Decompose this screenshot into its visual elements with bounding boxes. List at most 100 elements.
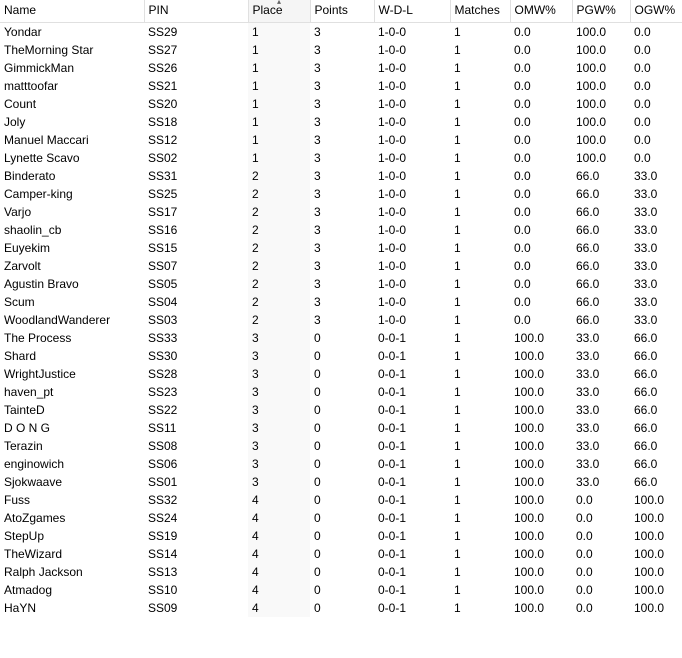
- cell-pin: SS03: [144, 311, 248, 329]
- cell-points: 3: [310, 23, 374, 42]
- cell-pgw: 66.0: [572, 257, 630, 275]
- cell-pgw: 66.0: [572, 239, 630, 257]
- cell-matches: 1: [450, 95, 510, 113]
- cell-wdl: 0-0-1: [374, 419, 450, 437]
- table-row[interactable]: GimmickManSS26131-0-010.0100.00.0: [0, 59, 682, 77]
- table-row[interactable]: BinderatoSS31231-0-010.066.033.0: [0, 167, 682, 185]
- cell-pin: SS29: [144, 23, 248, 42]
- cell-matches: 1: [450, 581, 510, 599]
- table-row[interactable]: YondarSS29131-0-010.0100.00.0: [0, 23, 682, 42]
- cell-pin: SS30: [144, 347, 248, 365]
- table-row[interactable]: ShardSS30300-0-11100.033.066.0: [0, 347, 682, 365]
- cell-points: 3: [310, 41, 374, 59]
- cell-points: 0: [310, 563, 374, 581]
- cell-omw: 100.0: [510, 491, 572, 509]
- cell-wdl: 0-0-1: [374, 491, 450, 509]
- cell-place: 4: [248, 491, 310, 509]
- cell-omw: 0.0: [510, 95, 572, 113]
- column-header-place[interactable]: ▴Place: [248, 0, 310, 23]
- cell-wdl: 1-0-0: [374, 293, 450, 311]
- table-row[interactable]: StepUpSS19400-0-11100.00.0100.0: [0, 527, 682, 545]
- table-row[interactable]: shaolin_cbSS16231-0-010.066.033.0: [0, 221, 682, 239]
- cell-ogw: 0.0: [630, 131, 682, 149]
- table-body: YondarSS29131-0-010.0100.00.0TheMorning …: [0, 23, 682, 618]
- table-row[interactable]: JolySS18131-0-010.0100.00.0: [0, 113, 682, 131]
- column-header-ogw[interactable]: OGW%: [630, 0, 682, 23]
- cell-name: haven_pt: [0, 383, 144, 401]
- cell-points: 0: [310, 419, 374, 437]
- cell-matches: 1: [450, 131, 510, 149]
- cell-matches: 1: [450, 563, 510, 581]
- table-row[interactable]: Agustin BravoSS05231-0-010.066.033.0: [0, 275, 682, 293]
- column-header-omw[interactable]: OMW%: [510, 0, 572, 23]
- table-row[interactable]: AtmadogSS10400-0-11100.00.0100.0: [0, 581, 682, 599]
- cell-pgw: 100.0: [572, 59, 630, 77]
- cell-points: 0: [310, 509, 374, 527]
- table-row[interactable]: enginowichSS06300-0-11100.033.066.0: [0, 455, 682, 473]
- cell-omw: 100.0: [510, 473, 572, 491]
- table-row[interactable]: VarjoSS17231-0-010.066.033.0: [0, 203, 682, 221]
- table-row[interactable]: TheWizardSS14400-0-11100.00.0100.0: [0, 545, 682, 563]
- table-row[interactable]: Lynette ScavoSS02131-0-010.0100.00.0: [0, 149, 682, 167]
- column-header-points[interactable]: Points: [310, 0, 374, 23]
- table-row[interactable]: The ProcessSS33300-0-11100.033.066.0: [0, 329, 682, 347]
- table-row[interactable]: TerazinSS08300-0-11100.033.066.0: [0, 437, 682, 455]
- cell-omw: 0.0: [510, 203, 572, 221]
- cell-pgw: 0.0: [572, 581, 630, 599]
- table-row[interactable]: Ralph JacksonSS13400-0-11100.00.0100.0: [0, 563, 682, 581]
- cell-ogw: 100.0: [630, 527, 682, 545]
- cell-points: 0: [310, 581, 374, 599]
- column-header-pgw[interactable]: PGW%: [572, 0, 630, 23]
- table-row[interactable]: matttoofarSS21131-0-010.0100.00.0: [0, 77, 682, 95]
- cell-pgw: 0.0: [572, 545, 630, 563]
- cell-name: D O N G: [0, 419, 144, 437]
- cell-pgw: 33.0: [572, 347, 630, 365]
- table-row[interactable]: SjokwaaveSS01300-0-11100.033.066.0: [0, 473, 682, 491]
- table-row[interactable]: HaYNSS09400-0-11100.00.0100.0: [0, 599, 682, 617]
- table-row[interactable]: haven_ptSS23300-0-11100.033.066.0: [0, 383, 682, 401]
- cell-pin: SS19: [144, 527, 248, 545]
- column-header-name[interactable]: Name: [0, 0, 144, 23]
- table-row[interactable]: FussSS32400-0-11100.00.0100.0: [0, 491, 682, 509]
- column-header-label: OGW%: [635, 3, 676, 17]
- table-row[interactable]: Camper-kingSS25231-0-010.066.033.0: [0, 185, 682, 203]
- cell-ogw: 0.0: [630, 149, 682, 167]
- cell-ogw: 66.0: [630, 437, 682, 455]
- table-row[interactable]: ScumSS04231-0-010.066.033.0: [0, 293, 682, 311]
- table-row[interactable]: CountSS20131-0-010.0100.00.0: [0, 95, 682, 113]
- table-row[interactable]: AtoZgamesSS24400-0-11100.00.0100.0: [0, 509, 682, 527]
- column-header-pin[interactable]: PIN: [144, 0, 248, 23]
- cell-matches: 1: [450, 149, 510, 167]
- cell-omw: 100.0: [510, 527, 572, 545]
- column-header-label: Points: [315, 3, 348, 17]
- column-header-matches[interactable]: Matches: [450, 0, 510, 23]
- cell-pgw: 100.0: [572, 149, 630, 167]
- cell-points: 0: [310, 455, 374, 473]
- cell-ogw: 33.0: [630, 203, 682, 221]
- table-row[interactable]: D O N GSS11300-0-11100.033.066.0: [0, 419, 682, 437]
- cell-pgw: 66.0: [572, 185, 630, 203]
- cell-ogw: 0.0: [630, 41, 682, 59]
- cell-pin: SS27: [144, 41, 248, 59]
- cell-ogw: 66.0: [630, 455, 682, 473]
- cell-name: Ralph Jackson: [0, 563, 144, 581]
- cell-omw: 0.0: [510, 149, 572, 167]
- cell-name: Sjokwaave: [0, 473, 144, 491]
- cell-omw: 0.0: [510, 293, 572, 311]
- cell-name: Joly: [0, 113, 144, 131]
- cell-pin: SS13: [144, 563, 248, 581]
- table-row[interactable]: EuyekimSS15231-0-010.066.033.0: [0, 239, 682, 257]
- table-row[interactable]: Manuel MaccariSS12131-0-010.0100.00.0: [0, 131, 682, 149]
- cell-omw: 0.0: [510, 275, 572, 293]
- table-row[interactable]: TainteDSS22300-0-11100.033.066.0: [0, 401, 682, 419]
- table-row[interactable]: WrightJusticeSS28300-0-11100.033.066.0: [0, 365, 682, 383]
- table-row[interactable]: WoodlandWandererSS03231-0-010.066.033.0: [0, 311, 682, 329]
- cell-pgw: 33.0: [572, 383, 630, 401]
- cell-ogw: 66.0: [630, 329, 682, 347]
- cell-pgw: 100.0: [572, 23, 630, 42]
- column-header-wdl[interactable]: W-D-L: [374, 0, 450, 23]
- table-row[interactable]: ZarvoltSS07231-0-010.066.033.0: [0, 257, 682, 275]
- cell-ogw: 33.0: [630, 275, 682, 293]
- table-row[interactable]: TheMorning StarSS27131-0-010.0100.00.0: [0, 41, 682, 59]
- cell-place: 3: [248, 455, 310, 473]
